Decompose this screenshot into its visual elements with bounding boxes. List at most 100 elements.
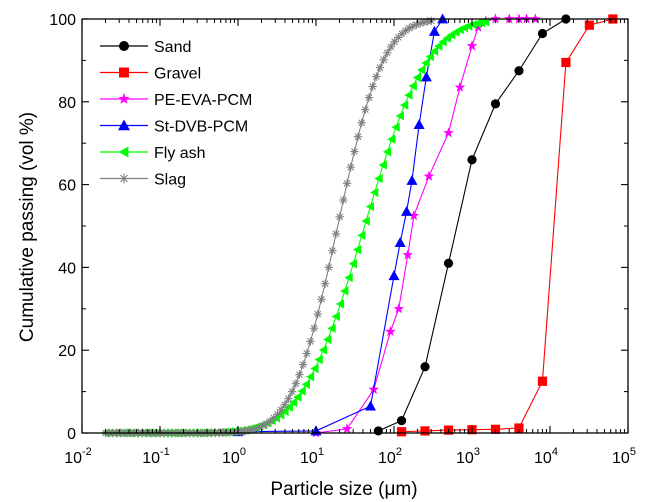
legend-marker: [118, 93, 130, 104]
legend-item: Sand: [100, 39, 191, 56]
data-point: [443, 127, 454, 138]
data-point: [443, 258, 454, 268]
data-point: [387, 134, 396, 144]
data-point: [317, 295, 326, 304]
data-point: [428, 25, 440, 36]
data-point: [378, 160, 387, 170]
legend-marker: [118, 119, 130, 131]
data-point: [293, 392, 302, 402]
data-point: [320, 279, 330, 288]
data-point: [429, 46, 439, 56]
data-point: [280, 406, 289, 416]
legend-marker: [119, 173, 129, 184]
y-tick-label: 20: [58, 343, 76, 360]
series-gravel: [396, 14, 618, 437]
data-point: [379, 55, 388, 64]
data-point: [423, 170, 435, 181]
legend-marker: [119, 41, 129, 51]
data-point: [420, 71, 432, 82]
data-point: [399, 100, 409, 110]
data-point: [454, 81, 466, 92]
data-point: [413, 119, 425, 129]
series-line: [105, 21, 486, 434]
y-tick-label: 40: [58, 260, 76, 277]
legend-item: St-DVB-PCM: [100, 119, 248, 136]
data-point: [391, 122, 400, 132]
data-point: [313, 309, 322, 319]
legend-item: PE-EVA-PCM: [100, 92, 252, 109]
y-tick-label: 80: [58, 95, 76, 112]
data-point: [357, 230, 366, 240]
data-point: [364, 400, 377, 411]
data-point: [394, 237, 406, 247]
data-point: [361, 105, 370, 114]
legend: Sand Gravel PE-EVA-PCM St-DVB-PCM Fly ash Sla…: [100, 39, 252, 189]
data-point: [370, 187, 379, 198]
data-point: [328, 246, 337, 255]
data-point: [438, 37, 447, 47]
data-point: [393, 303, 404, 314]
data-point: [295, 370, 304, 379]
data-point: [323, 334, 332, 345]
data-point: [353, 132, 363, 141]
data-point: [341, 423, 353, 434]
data-point: [309, 324, 319, 333]
x-axis-label: Particle size (μm): [270, 479, 417, 500]
data-point: [368, 82, 377, 91]
data-point: [402, 249, 413, 260]
data-point: [394, 33, 403, 42]
data-point: [472, 18, 481, 29]
data-point: [284, 402, 293, 412]
data-point: [404, 90, 413, 100]
data-point: [584, 20, 595, 30]
data-point: [466, 40, 478, 51]
x-tick-label: 103: [456, 446, 480, 467]
data-point: [310, 364, 319, 374]
legend-marker: [118, 146, 129, 158]
y-tick-label: 0: [67, 426, 76, 443]
data-point: [374, 173, 383, 184]
legend-item: Fly ash: [100, 145, 206, 162]
data-point: [365, 202, 375, 212]
data-point: [348, 259, 357, 269]
series-sand: [373, 14, 571, 436]
data-point: [352, 245, 362, 255]
data-point: [301, 379, 310, 389]
data-point: [472, 21, 484, 32]
legend-label: PE-EVA-PCM: [154, 92, 252, 109]
series-line: [105, 20, 432, 434]
x-tick-label: 100: [222, 446, 246, 467]
legend-item: Slag: [100, 172, 186, 189]
data-point: [331, 311, 340, 322]
data-point: [476, 17, 486, 28]
data-point: [417, 65, 426, 75]
data-point: [314, 355, 323, 365]
axes: 10-2 10-1 100 101 102 103 104 105 0 20 40 60 80 100: [49, 12, 636, 467]
legend-label: Slag: [154, 172, 186, 189]
data-point: [401, 205, 413, 216]
data-point: [408, 210, 420, 221]
legend-label: Sand: [154, 39, 191, 56]
data-point: [420, 362, 430, 372]
data-point: [280, 400, 290, 409]
data-point: [406, 174, 418, 185]
legend-item: Gravel: [100, 66, 201, 83]
data-point: [318, 345, 328, 355]
data-point: [425, 52, 434, 62]
y-tick-label: 100: [49, 12, 76, 29]
data-point: [514, 423, 524, 433]
series-line: [378, 18, 567, 432]
data-point: [276, 405, 286, 415]
data-point: [344, 272, 353, 283]
data-point: [537, 28, 548, 39]
x-tick-label: 101: [300, 446, 324, 467]
data-point: [420, 426, 430, 436]
data-point: [395, 111, 404, 121]
data-point: [350, 147, 359, 156]
series-slag: [101, 16, 436, 438]
data-point: [284, 394, 293, 403]
data-point: [372, 72, 381, 81]
y-axis-label: Cumulative passing (vol %): [17, 112, 38, 342]
data-point: [276, 410, 285, 420]
legend-label: St-DVB-PCM: [154, 119, 248, 136]
